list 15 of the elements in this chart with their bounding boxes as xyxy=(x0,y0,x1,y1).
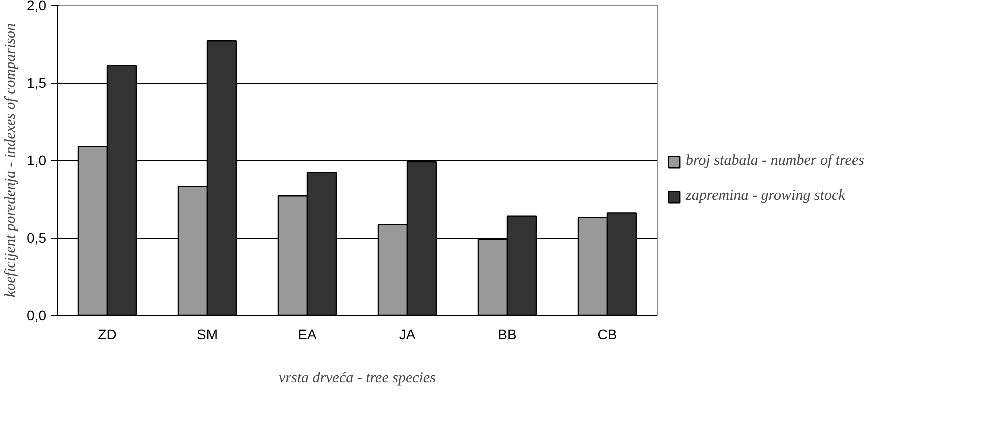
y-tick-label: 0,5 xyxy=(27,230,47,246)
x-tick-label: BB xyxy=(498,326,517,342)
y-axis-title: koeficijent poredenja - indexes of comparison xyxy=(3,24,20,298)
x-tick-label: SM xyxy=(197,326,218,342)
x-tick-label: JA xyxy=(399,326,416,342)
y-tick-label: 0,0 xyxy=(27,308,47,324)
y-tick-label: 2,0 xyxy=(27,0,47,14)
x-tick-label: EA xyxy=(298,326,318,342)
x-tick-label: CB xyxy=(598,326,618,342)
x-tick-label: ZD xyxy=(98,326,117,342)
legend-label: broj stabala - number of trees xyxy=(686,153,864,170)
legend-label: zapremina - growing stock xyxy=(686,188,846,205)
y-tick-label: 1,5 xyxy=(27,75,47,91)
x-axis-title: vrsta drveća - tree species xyxy=(279,370,436,386)
y-tick-label: 1,0 xyxy=(27,152,47,168)
